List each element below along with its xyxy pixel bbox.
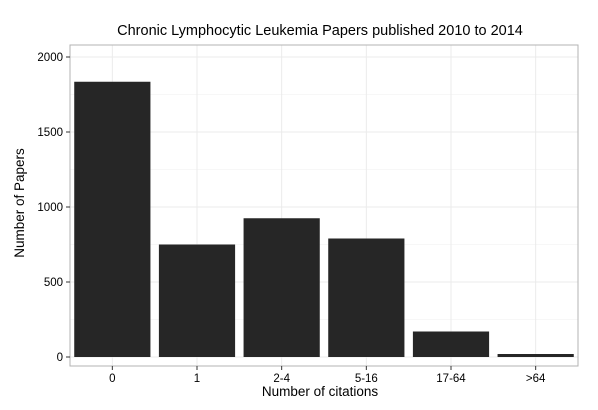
y-tick-label: 1500 <box>37 127 63 139</box>
bar-5 <box>497 354 574 357</box>
bars <box>74 81 574 357</box>
bar-1 <box>158 244 236 357</box>
x-tick-label: 17-64 <box>436 373 466 385</box>
y-tick-label: 2000 <box>37 52 63 64</box>
y-tick-label: 0 <box>57 352 63 364</box>
x-tick-label: 1 <box>194 373 200 385</box>
x-tick-label: 5-16 <box>355 373 378 385</box>
plot-panel <box>69 44 579 367</box>
y-axis: 0 500 1000 1500 2000 <box>37 52 70 364</box>
y-axis-title: Number of Papers <box>12 148 27 258</box>
y-tick-label: 500 <box>44 277 63 289</box>
bar-2 <box>243 218 320 357</box>
x-tick-label: >64 <box>526 373 546 385</box>
panel-border <box>69 44 579 367</box>
x-axis: 0 1 2-4 5-16 17-64 >64 <box>109 366 546 385</box>
bar-3 <box>328 238 405 357</box>
x-tick-label: 2-4 <box>273 373 290 385</box>
x-tick-label: 0 <box>109 373 115 385</box>
bar-0 <box>74 81 151 357</box>
x-axis-title: Number of citations <box>262 384 379 399</box>
chart-title: Chronic Lymphocytic Leukemia Papers publ… <box>117 23 523 39</box>
y-tick-label: 1000 <box>37 202 63 214</box>
panel-background <box>70 45 578 366</box>
bar-4 <box>412 331 490 357</box>
